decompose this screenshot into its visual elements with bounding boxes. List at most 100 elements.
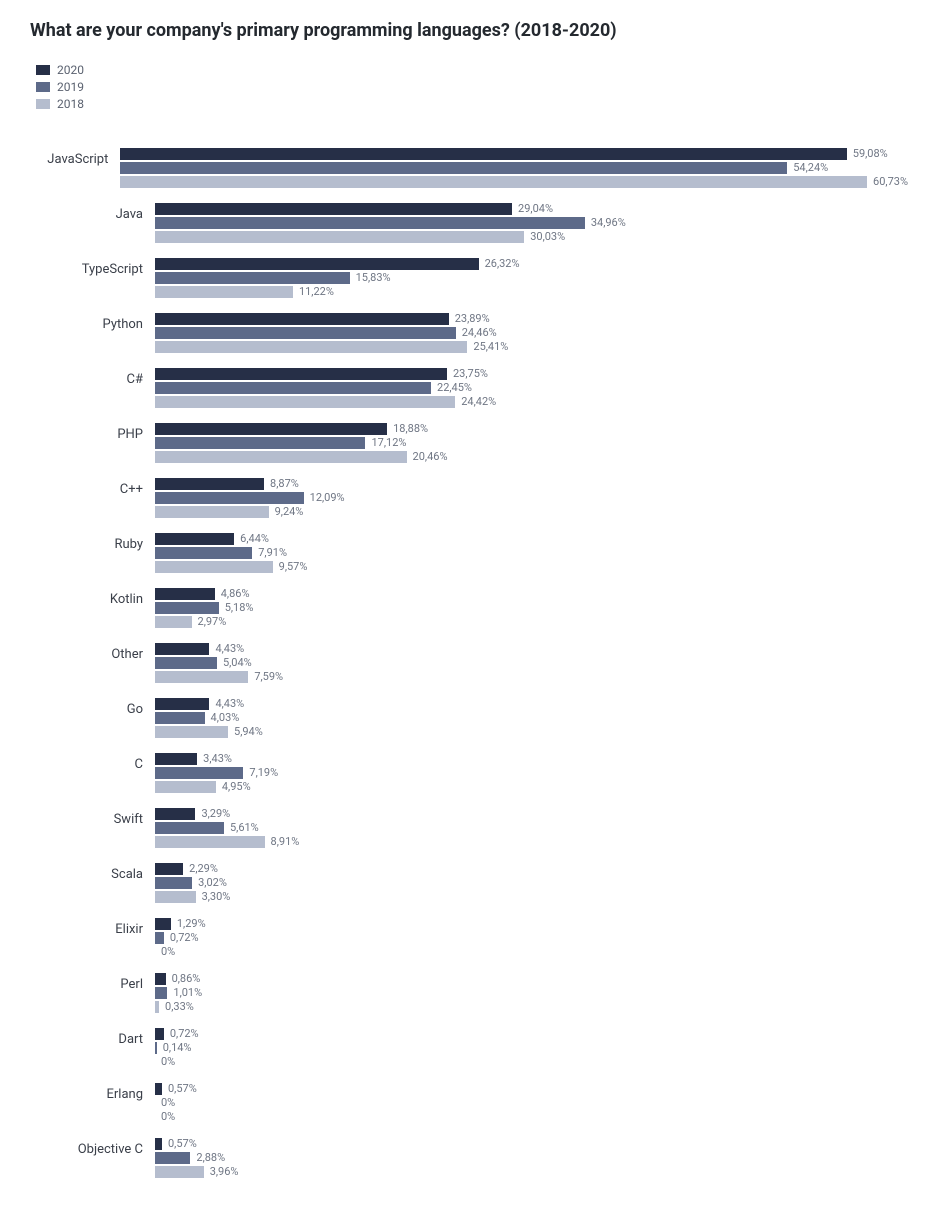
legend-swatch bbox=[36, 82, 50, 92]
bar-stack: 23,75%22,45%24,42% bbox=[155, 367, 908, 408]
bar-value-label: 24,42% bbox=[461, 395, 496, 408]
bar bbox=[155, 836, 265, 848]
bar-stack: 0,86%1,01%0,33% bbox=[155, 972, 908, 1013]
bar-value-label: 0,86% bbox=[172, 972, 201, 985]
bar bbox=[155, 918, 171, 930]
bar-value-label: 6,44% bbox=[240, 532, 269, 545]
bar-value-label: 0% bbox=[161, 1096, 175, 1109]
bar bbox=[155, 506, 269, 518]
bar-row: 22,45% bbox=[155, 381, 908, 394]
bar-row: 2,97% bbox=[155, 615, 908, 628]
bar bbox=[155, 712, 205, 724]
bar-stack: 2,29%3,02%3,30% bbox=[155, 862, 908, 903]
category-label: Swift bbox=[30, 807, 155, 827]
bar-stack: 6,44%7,91%9,57% bbox=[155, 532, 908, 573]
legend-item: 2019 bbox=[36, 80, 908, 94]
bar-value-label: 1,29% bbox=[177, 917, 206, 930]
category-label: Dart bbox=[30, 1027, 155, 1047]
bar-stack: 26,32%15,83%11,22% bbox=[155, 257, 908, 298]
bar bbox=[120, 162, 787, 174]
bar bbox=[155, 423, 387, 435]
bar-row: 9,24% bbox=[155, 505, 908, 518]
bar-value-label: 3,30% bbox=[202, 890, 231, 903]
bar-row: 26,32% bbox=[155, 257, 908, 270]
bar-row: 7,19% bbox=[155, 766, 908, 779]
bar-value-label: 34,96% bbox=[591, 216, 626, 229]
bar bbox=[155, 286, 293, 298]
bar-row: 8,87% bbox=[155, 477, 908, 490]
bar-row: 6,44% bbox=[155, 532, 908, 545]
bar-stack: 1,29%0,72%0% bbox=[155, 917, 908, 958]
bar bbox=[155, 382, 431, 394]
bar-value-label: 0,57% bbox=[168, 1137, 197, 1150]
legend-item: 2018 bbox=[36, 97, 908, 111]
bar-row: 18,88% bbox=[155, 422, 908, 435]
category-label: Python bbox=[30, 312, 155, 332]
bar-row: 23,75% bbox=[155, 367, 908, 380]
bar-row: 3,30% bbox=[155, 890, 908, 903]
bar-row: 0,86% bbox=[155, 972, 908, 985]
bar bbox=[155, 217, 585, 229]
bar-row: 23,89% bbox=[155, 312, 908, 325]
category-group: Erlang0,57%0%0% bbox=[30, 1082, 908, 1123]
bar bbox=[155, 588, 215, 600]
bar-value-label: 3,43% bbox=[203, 752, 232, 765]
bar-row: 11,22% bbox=[155, 285, 908, 298]
bar-row: 7,59% bbox=[155, 670, 908, 683]
category-label: C++ bbox=[30, 477, 155, 497]
bar bbox=[155, 1166, 204, 1178]
legend-item: 2020 bbox=[36, 63, 908, 77]
bar-value-label: 2,29% bbox=[189, 862, 218, 875]
bar-row: 17,12% bbox=[155, 436, 908, 449]
category-label: JavaScript bbox=[30, 147, 120, 167]
bar-value-label: 3,96% bbox=[210, 1165, 239, 1178]
bar-row: 4,86% bbox=[155, 587, 908, 600]
bar-stack: 23,89%24,46%25,41% bbox=[155, 312, 908, 353]
chart-title: What are your company's primary programm… bbox=[30, 20, 908, 41]
bar-value-label: 5,94% bbox=[234, 725, 263, 738]
bar bbox=[155, 822, 224, 834]
bar bbox=[155, 258, 479, 270]
bar-value-label: 30,03% bbox=[530, 230, 565, 243]
bar-row: 0,57% bbox=[155, 1082, 908, 1095]
bar-stack: 4,86%5,18%2,97% bbox=[155, 587, 908, 628]
bar bbox=[155, 478, 264, 490]
bar-value-label: 4,86% bbox=[221, 587, 250, 600]
category-group: Go4,43%4,03%5,94% bbox=[30, 697, 908, 738]
bar-row: 8,91% bbox=[155, 835, 908, 848]
bar-value-label: 5,61% bbox=[230, 821, 259, 834]
bar-row: 2,88% bbox=[155, 1151, 908, 1164]
bar bbox=[155, 1152, 190, 1164]
bar bbox=[155, 643, 209, 655]
bar-row: 59,08% bbox=[120, 147, 908, 160]
bar bbox=[155, 602, 219, 614]
category-group: Perl0,86%1,01%0,33% bbox=[30, 972, 908, 1013]
bar-row: 4,95% bbox=[155, 780, 908, 793]
bar bbox=[155, 492, 304, 504]
bar bbox=[155, 1083, 162, 1095]
bar bbox=[155, 368, 447, 380]
bar-value-label: 24,46% bbox=[462, 326, 497, 339]
bar-stack: 3,29%5,61%8,91% bbox=[155, 807, 908, 848]
bar-row: 1,01% bbox=[155, 986, 908, 999]
category-group: TypeScript26,32%15,83%11,22% bbox=[30, 257, 908, 298]
bar-row: 0,72% bbox=[155, 931, 908, 944]
bar-stack: 4,43%5,04%7,59% bbox=[155, 642, 908, 683]
bar-value-label: 18,88% bbox=[393, 422, 428, 435]
bar bbox=[155, 808, 195, 820]
legend-label: 2018 bbox=[57, 97, 84, 111]
legend-label: 2020 bbox=[57, 63, 84, 77]
bar-row: 3,96% bbox=[155, 1165, 908, 1178]
bar-value-label: 26,32% bbox=[485, 257, 520, 270]
chart-area: JavaScript59,08%54,24%60,73%Java29,04%34… bbox=[30, 147, 908, 1178]
bar-row: 30,03% bbox=[155, 230, 908, 243]
bar-value-label: 23,89% bbox=[455, 312, 490, 325]
bar-stack: 59,08%54,24%60,73% bbox=[120, 147, 908, 188]
bar-stack: 0,72%0,14%0% bbox=[155, 1027, 908, 1068]
bar-value-label: 7,91% bbox=[258, 546, 287, 559]
bar-row: 4,43% bbox=[155, 697, 908, 710]
bar-value-label: 4,03% bbox=[211, 711, 240, 724]
bar-row: 24,42% bbox=[155, 395, 908, 408]
category-label: TypeScript bbox=[30, 257, 155, 277]
bar bbox=[155, 781, 216, 793]
